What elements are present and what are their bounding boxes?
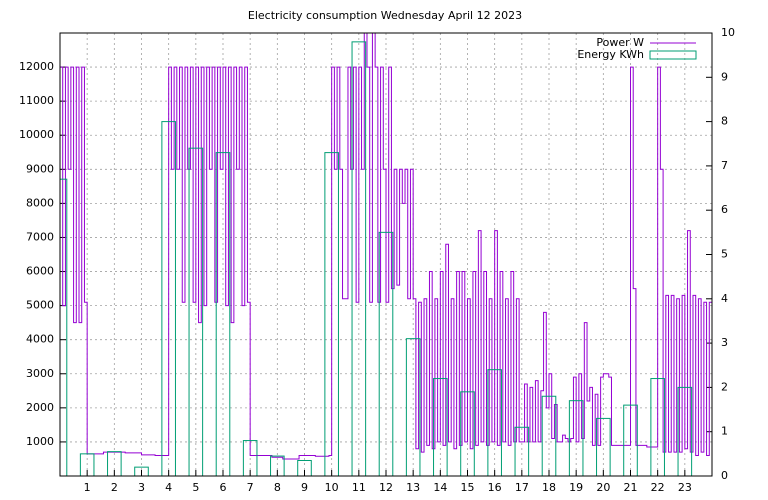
y-tick-label: 3000 — [26, 367, 54, 380]
x-tick-label: 8 — [274, 481, 281, 494]
x-tick-label: 5 — [192, 481, 199, 494]
y-tick-label: 9000 — [26, 162, 54, 175]
energy-box — [351, 41, 367, 476]
energy-box — [568, 400, 584, 476]
y2-tick-label: 4 — [721, 292, 728, 305]
y2-tick-label: 3 — [721, 336, 728, 349]
x-tick-label: 17 — [515, 481, 529, 494]
energy-box — [134, 466, 149, 476]
legend-label: Power W — [596, 36, 644, 49]
y-tick-label: 6000 — [26, 265, 54, 278]
y-tick-label: 5000 — [26, 299, 54, 312]
energy-box — [270, 455, 285, 476]
chart-title: Electricity consumption Wednesday April … — [248, 9, 522, 22]
y2-tick-label: 5 — [721, 248, 728, 261]
energy-box — [378, 231, 394, 476]
x-tick-label: 11 — [352, 481, 366, 494]
x-tick-label: 16 — [488, 481, 502, 494]
x-tick-label: 7 — [247, 481, 254, 494]
y2-tick-label: 2 — [721, 380, 728, 393]
x-tick-label: 10 — [325, 481, 339, 494]
y2-tick-label: 8 — [721, 115, 728, 128]
x-tick-label: 9 — [301, 481, 308, 494]
y-tick-label: 12000 — [19, 60, 54, 73]
x-tick-label: 15 — [461, 481, 475, 494]
y2-tick-label: 7 — [721, 159, 728, 172]
y2-tick-label: 10 — [721, 26, 735, 39]
energy-box — [215, 152, 231, 476]
y2-tick-label: 6 — [721, 203, 728, 216]
x-tick-label: 2 — [111, 481, 118, 494]
power-line — [60, 33, 712, 460]
x-tick-label: 20 — [596, 481, 610, 494]
energy-box — [433, 378, 448, 476]
y-tick-label: 8000 — [26, 196, 54, 209]
y-tick-label: 1000 — [26, 435, 54, 448]
energy-box — [405, 338, 421, 476]
y2-tick-label: 0 — [721, 469, 728, 482]
x-tick-label: 4 — [165, 481, 172, 494]
legend-swatch — [649, 50, 697, 60]
x-tick-label: 22 — [651, 481, 665, 494]
y-tick-label: 7000 — [26, 230, 54, 243]
y-tick-label: 10000 — [19, 128, 54, 141]
y-tick-label: 11000 — [19, 94, 54, 107]
y2-tick-label: 1 — [721, 425, 728, 438]
x-tick-label: 1 — [84, 481, 91, 494]
energy-box — [107, 451, 122, 476]
x-tick-label: 3 — [138, 481, 145, 494]
x-tick-label: 18 — [542, 481, 556, 494]
x-tick-label: 19 — [569, 481, 583, 494]
energy-box — [596, 417, 611, 476]
x-tick-label: 13 — [406, 481, 420, 494]
legend-label: Energy KWh — [577, 48, 644, 61]
y-tick-label: 2000 — [26, 401, 54, 414]
y-tick-label: 4000 — [26, 333, 54, 346]
x-tick-label: 6 — [220, 481, 227, 494]
plot-area — [60, 33, 712, 476]
energy-box — [79, 453, 95, 476]
energy-box — [541, 395, 557, 476]
energy-box — [650, 378, 665, 476]
energy-box — [188, 147, 204, 476]
x-tick-label: 14 — [433, 481, 447, 494]
x-tick-label: 21 — [624, 481, 638, 494]
x-tick-label: 12 — [379, 481, 393, 494]
energy-box — [60, 178, 68, 476]
plot-border — [59, 32, 713, 477]
energy-box — [324, 152, 339, 476]
x-tick-label: 23 — [678, 481, 692, 494]
y2-tick-label: 9 — [721, 70, 728, 83]
